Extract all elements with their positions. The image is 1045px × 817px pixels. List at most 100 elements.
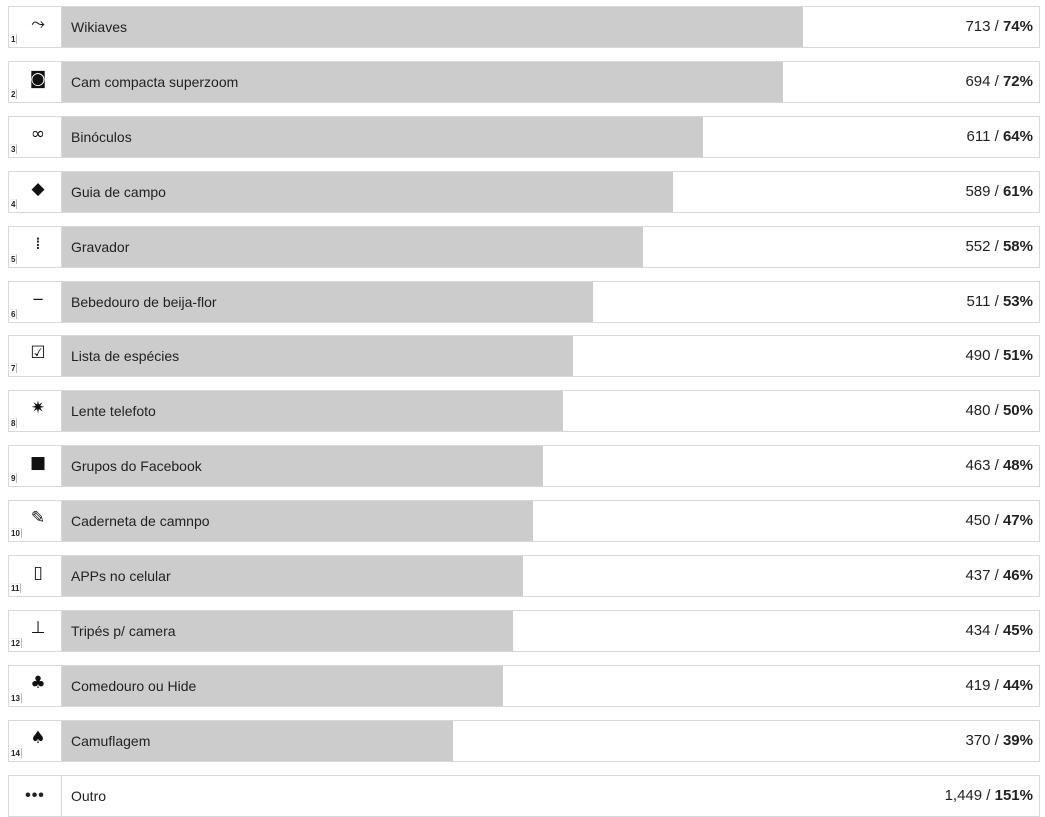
- category-label: Bebedouro de beija-flor: [71, 294, 217, 310]
- category-label: Grupos do Facebook: [71, 458, 202, 474]
- count-label: 611 /: [966, 128, 1003, 145]
- telephoto-lens-icon: ✷: [30, 398, 46, 418]
- percent-label: 151%: [994, 787, 1033, 804]
- feeder-icon: ‒: [32, 289, 44, 309]
- percent-label: 51%: [1002, 347, 1033, 364]
- bar: [62, 172, 673, 212]
- rank-number: 2: [10, 89, 18, 99]
- category-label: APPs no celular: [71, 568, 171, 584]
- result-row: ■ 9 Grupos do Facebook 463 / 48%: [8, 445, 1040, 487]
- percent-label: 46%: [1002, 567, 1033, 584]
- count-label: 1,449 /: [944, 787, 995, 804]
- notebook-icon: ✎: [30, 508, 46, 528]
- count-label: 552 /: [965, 238, 1003, 255]
- result-row: ♠ 14 Camuflagem 370 / 39%: [8, 720, 1040, 762]
- option-thumbnail: ⤳ 1: [9, 7, 62, 47]
- option-thumbnail: ⁞ 5: [9, 227, 62, 267]
- rank-number: 3: [10, 144, 18, 154]
- option-thumbnail: •••: [9, 776, 62, 816]
- count-label: 694 /: [965, 73, 1003, 90]
- book-icon: ◆: [31, 179, 45, 199]
- more-icon: •••: [25, 787, 45, 804]
- category-label: Lente telefoto: [71, 403, 156, 419]
- result-row: ▯ 11 APPs no celular 437 / 46%: [8, 555, 1040, 597]
- count-label: 419 /: [965, 677, 1003, 694]
- option-thumbnail: ‒ 6: [9, 282, 62, 322]
- category-label: Lista de espécies: [71, 348, 180, 364]
- result-row: ◙ 2 Cam compacta superzoom 694 / 72%: [8, 61, 1040, 103]
- option-thumbnail: ▯ 11: [9, 556, 62, 596]
- facebook-icon: ■: [29, 453, 47, 473]
- result-row: ∞ 3 Binóculos 611 / 64%: [8, 116, 1040, 158]
- category-label: Wikiaves: [71, 19, 128, 35]
- option-thumbnail: ☑ 7: [9, 336, 62, 376]
- category-label: Caderneta de camnpo: [71, 513, 210, 529]
- bar: [62, 62, 783, 102]
- value-label: 694 / 72%: [965, 62, 1033, 102]
- result-row: ‒ 6 Bebedouro de beija-flor 511 / 53%: [8, 281, 1040, 323]
- option-thumbnail: ◆ 4: [9, 172, 62, 212]
- tripod-icon: ⊥: [30, 618, 46, 638]
- value-label: 419 / 44%: [965, 666, 1033, 706]
- bird-feeder-icon: ♣: [30, 673, 46, 693]
- value-label: 611 / 64%: [967, 117, 1033, 157]
- bar: [62, 227, 643, 267]
- value-label: 463 / 48%: [965, 446, 1033, 486]
- option-thumbnail: ✷ 8: [9, 391, 62, 431]
- value-label: 589 / 61%: [965, 172, 1033, 212]
- result-row: ☑ 7 Lista de espécies 490 / 51%: [8, 335, 1040, 377]
- checklist-icon: ☑: [30, 343, 46, 363]
- value-label: 437 / 46%: [965, 556, 1033, 596]
- result-row: ♣ 13 Comedouro ou Hide 419 / 44%: [8, 665, 1040, 707]
- count-label: 434 /: [965, 622, 1003, 639]
- rank-number: 9: [10, 473, 18, 483]
- rank-number: 10: [10, 528, 22, 538]
- rank-number: 1: [10, 34, 18, 44]
- result-row: ⁞ 5 Gravador 552 / 58%: [8, 226, 1040, 268]
- rank-number: 11: [10, 583, 22, 593]
- rank-number: 4: [10, 199, 18, 209]
- value-label: 480 / 50%: [965, 391, 1033, 431]
- phone-app-icon: ▯: [33, 563, 43, 583]
- percent-label: 61%: [1002, 183, 1033, 200]
- value-label: 450 / 47%: [965, 501, 1033, 541]
- option-thumbnail: ⊥ 12: [9, 611, 62, 651]
- percent-label: 74%: [1002, 18, 1033, 35]
- bar: [62, 666, 503, 706]
- bar: [62, 721, 453, 761]
- recorder-icon: ⁞: [35, 234, 41, 254]
- count-label: 463 /: [965, 457, 1003, 474]
- count-label: 713 /: [965, 18, 1003, 35]
- bar: [62, 7, 803, 47]
- result-row: ◆ 4 Guia de campo 589 / 61%: [8, 171, 1040, 213]
- option-thumbnail: ◙ 2: [9, 62, 62, 102]
- bar: [62, 556, 523, 596]
- value-label: 713 / 74%: [965, 7, 1033, 47]
- category-label: Cam compacta superzoom: [71, 74, 239, 90]
- value-label: 490 / 51%: [965, 336, 1033, 376]
- option-thumbnail: ■ 9: [9, 446, 62, 486]
- count-label: 589 /: [965, 183, 1003, 200]
- count-label: 437 /: [965, 567, 1003, 584]
- result-row: ✷ 8 Lente telefoto 480 / 50%: [8, 390, 1040, 432]
- value-label: 434 / 45%: [965, 611, 1033, 651]
- count-label: 480 /: [965, 402, 1003, 419]
- percent-label: 53%: [1002, 293, 1033, 310]
- percent-label: 58%: [1002, 238, 1033, 255]
- bird-on-branch-icon: ⤳: [31, 14, 45, 34]
- value-label: 1,449 / 151%: [945, 776, 1033, 816]
- option-thumbnail: ✎ 10: [9, 501, 62, 541]
- percent-label: 48%: [1002, 457, 1033, 474]
- category-label: Camuflagem: [71, 733, 151, 749]
- bar: [62, 117, 703, 157]
- bar: [62, 391, 563, 431]
- count-label: 370 /: [965, 732, 1003, 749]
- category-label: Guia de campo: [71, 184, 166, 200]
- result-row: ••• Outro 1,449 / 151%: [8, 775, 1040, 817]
- count-label: 490 /: [965, 347, 1003, 364]
- category-label: Gravador: [71, 239, 130, 255]
- category-label: Comedouro ou Hide: [71, 678, 197, 694]
- result-row: ⊥ 12 Tripés p/ camera 434 / 45%: [8, 610, 1040, 652]
- camera-icon: ◙: [29, 69, 47, 89]
- percent-label: 45%: [1002, 622, 1033, 639]
